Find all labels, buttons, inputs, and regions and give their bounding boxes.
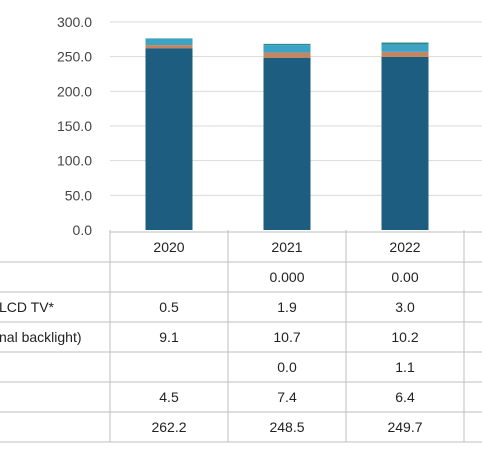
table-cell-value: 6.4: [395, 389, 415, 405]
y-tick-label: 50.0: [65, 187, 92, 203]
y-tick-label: 150.0: [57, 118, 92, 134]
table-cell-value: 1.9: [277, 299, 297, 315]
bar-segment: [263, 43, 311, 46]
row-label: LCD TV*: [0, 299, 55, 315]
table-cell-value: 249.7: [387, 419, 422, 435]
table-cell-value: 1.1: [395, 359, 415, 375]
y-tick-label: 100.0: [57, 153, 92, 169]
table-cell-value: 0.5: [159, 299, 179, 315]
bar-segment: [263, 57, 311, 230]
bar-segment: [381, 51, 429, 53]
bar-segment: [263, 52, 311, 58]
category-label: 2020: [153, 239, 184, 255]
table-cell-value: 0.00: [391, 269, 418, 285]
bar-segment: [263, 45, 311, 53]
bar-segment: [145, 38, 193, 39]
bar-segment: [381, 52, 429, 57]
table-cell-value: 10.7: [273, 329, 300, 345]
table-cell-value: 248.5: [269, 419, 304, 435]
table-cell-value: 9.1: [159, 329, 179, 345]
table-cell-value: 10.2: [391, 329, 418, 345]
row-label: nal backlight): [0, 329, 82, 345]
bar-segment: [145, 48, 193, 230]
bar-segment: [381, 56, 429, 231]
bar-segment: [381, 42, 429, 45]
bar-segment: [145, 38, 193, 46]
y-tick-label: 300.0: [57, 14, 92, 30]
table-cell-value: 0.000: [269, 269, 304, 285]
category-label: 2022: [389, 239, 420, 255]
y-tick-label: 200.0: [57, 83, 92, 99]
table-cell-value: 3.0: [395, 299, 415, 315]
y-tick-label: 250.0: [57, 49, 92, 65]
category-label: 2021: [271, 239, 302, 255]
table-cell-value: 262.2: [151, 419, 186, 435]
bar-segment: [145, 45, 193, 49]
table-cell-value: 4.5: [159, 389, 179, 405]
bar-segment: [381, 44, 429, 52]
table-cell-value: 7.4: [277, 389, 297, 405]
y-tick-label: 0.0: [73, 222, 93, 238]
table-cell-value: 0.0: [277, 359, 297, 375]
